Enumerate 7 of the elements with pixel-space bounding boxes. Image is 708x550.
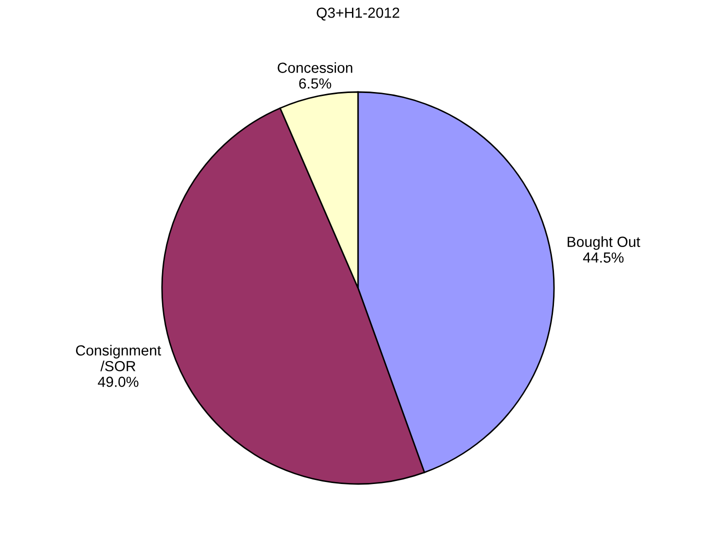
data-label: 6.5% [299,78,332,89]
chart-title: Q3+H1-2012 [316,8,400,21]
slice-label: Concession [278,62,352,73]
data-label: 49.0% [98,376,138,387]
slice-label: Bought Out [568,236,640,250]
slice-label: Consignment /SOR [76,344,162,372]
data-label: 44.5% [583,252,624,263]
